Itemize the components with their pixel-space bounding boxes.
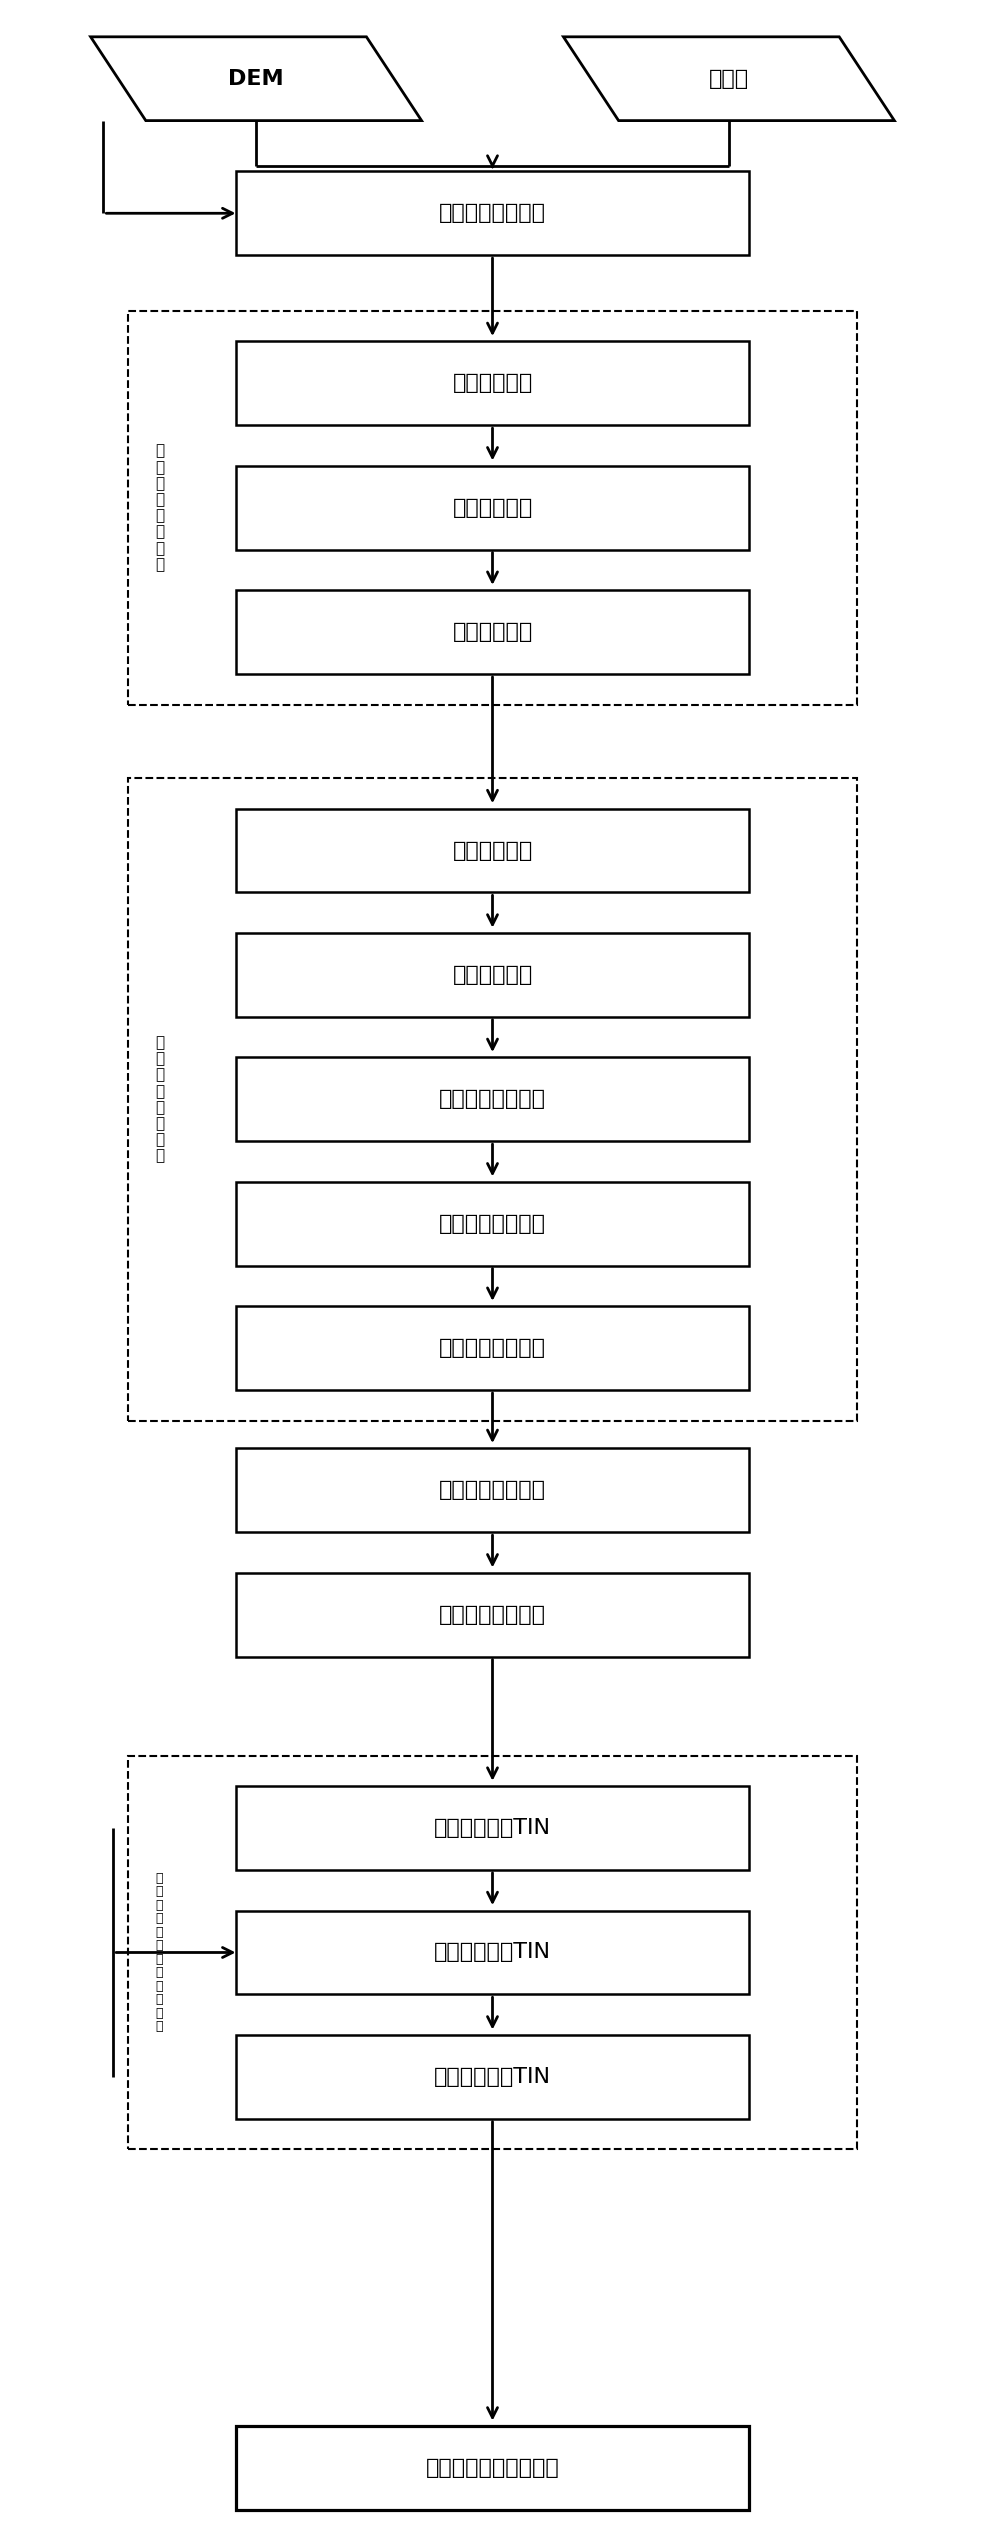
Bar — [236, 340, 749, 424]
Bar — [128, 777, 857, 1422]
Text: 确定岩层边界界面: 确定岩层边界界面 — [439, 1338, 546, 1358]
Text: 单斜构造三维地质模型: 单斜构造三维地质模型 — [426, 2458, 559, 2478]
Text: 构建推演界线: 构建推演界线 — [452, 965, 533, 985]
Bar — [236, 465, 749, 551]
Bar — [236, 170, 749, 256]
Text: 岩层产状推演: 岩层产状推演 — [452, 840, 533, 861]
Text: 层面界线分段: 层面界线分段 — [452, 373, 533, 394]
Text: 构建层面界线线段: 构建层面界线线段 — [439, 1089, 546, 1110]
Bar — [236, 934, 749, 1018]
Bar — [128, 312, 857, 703]
Text: 断层层面边界确定: 断层层面边界确定 — [439, 1480, 546, 1501]
Bar — [236, 1909, 749, 1996]
Bar — [236, 2427, 749, 2509]
Text: DEM: DEM — [229, 69, 284, 89]
Text: 单
斜
岩
层
边
界
确
定: 单 斜 岩 层 边 界 确 定 — [155, 1036, 164, 1163]
Text: 构建岩层层面TIN: 构建岩层层面TIN — [434, 1818, 551, 1838]
Text: 合并较小线段: 合并较小线段 — [452, 498, 533, 518]
Bar — [236, 1308, 749, 1391]
Bar — [236, 2036, 749, 2118]
Bar — [236, 589, 749, 673]
Bar — [236, 1787, 749, 1869]
Bar — [236, 1059, 749, 1143]
Bar — [236, 1447, 749, 1534]
Bar — [128, 1757, 857, 2148]
Bar — [236, 807, 749, 891]
Text: 构
建
单
斜
构
造
三
维
地
质
模
型: 构 建 单 斜 构 造 三 维 地 质 模 型 — [156, 1871, 164, 2034]
Bar — [236, 1574, 749, 1658]
Text: 构建断层层面TIN: 构建断层层面TIN — [434, 2067, 551, 2087]
Text: 产状要素设置: 产状要素设置 — [452, 622, 533, 642]
Text: 单
斜
岩
层
界
线
分
段: 单 斜 岩 层 界 线 分 段 — [155, 444, 164, 571]
Text: 构建岩层面插值点: 构建岩层面插值点 — [439, 1605, 546, 1625]
Text: 计算单斜岩层产状: 计算单斜岩层产状 — [439, 203, 546, 223]
Bar — [236, 1181, 749, 1264]
Text: 构建岩层侧面TIN: 构建岩层侧面TIN — [434, 1942, 551, 1963]
Text: 地质图: 地质图 — [709, 69, 749, 89]
Text: 确定岩层边界界线: 确定岩层边界界线 — [439, 1214, 546, 1234]
